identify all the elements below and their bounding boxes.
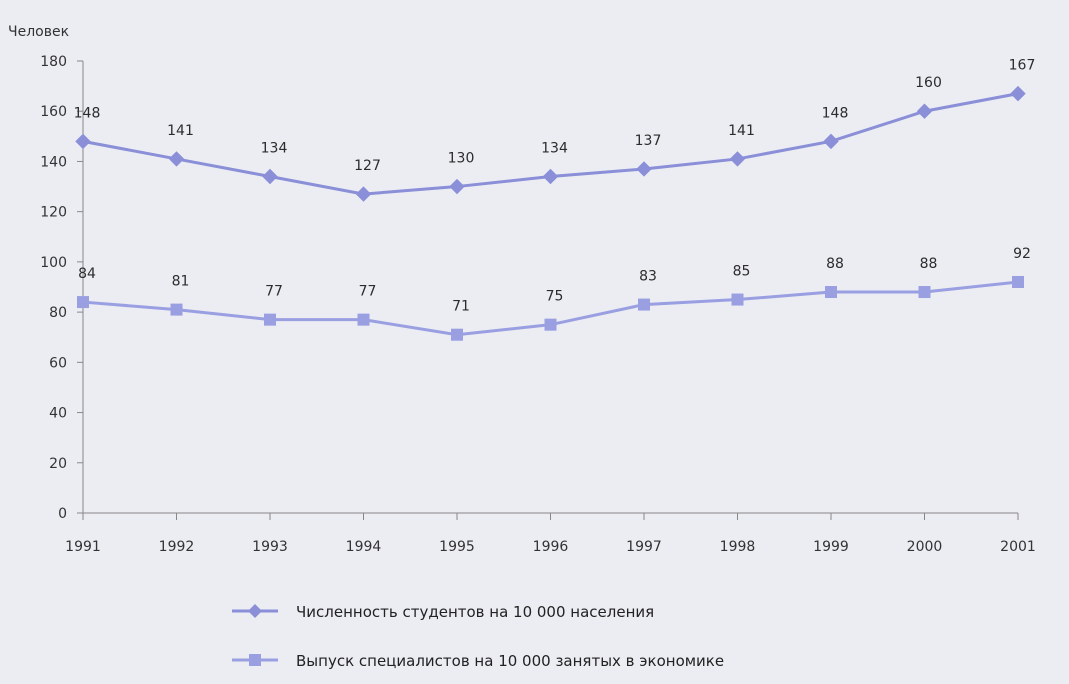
legend-label: Выпуск специалистов на 10 000 занятых в … — [296, 652, 724, 670]
data-point — [168, 151, 185, 167]
data-label: 167 — [1009, 58, 1036, 74]
data-label: 127 — [354, 158, 381, 174]
data-label: 134 — [261, 141, 288, 157]
x-tick-label: 1998 — [720, 539, 756, 555]
x-tick-label: 2000 — [907, 539, 943, 555]
y-tick-label: 120 — [40, 205, 67, 221]
data-label: 88 — [920, 256, 938, 272]
data-label: 83 — [639, 269, 657, 285]
data-label: 85 — [733, 264, 751, 280]
y-tick-label: 40 — [49, 406, 67, 422]
data-label: 92 — [1013, 246, 1031, 262]
data-point — [449, 178, 465, 195]
data-label: 81 — [172, 274, 190, 290]
data-point — [1010, 85, 1026, 102]
x-tick-label: 1991 — [65, 539, 101, 555]
data-point — [823, 133, 839, 150]
y-tick-label: 100 — [40, 255, 67, 271]
data-point — [636, 161, 652, 177]
data-point — [170, 303, 183, 316]
x-tick-label: 1994 — [346, 539, 382, 555]
data-label: 134 — [541, 141, 568, 157]
y-tick-label: 80 — [49, 305, 67, 321]
data-point — [77, 296, 89, 309]
y-tick-label: 20 — [49, 456, 67, 472]
legend-item-2: Выпуск специалистов на 10 000 занятых в … — [232, 652, 724, 670]
data-point — [731, 293, 744, 306]
series-2: 84 81 77 77 71 75 83 85 88 88 92 — [77, 246, 1031, 341]
x-tick-label: 1999 — [813, 539, 849, 555]
y-tick-label: 60 — [49, 355, 67, 371]
data-label: 148 — [74, 105, 101, 121]
data-point — [918, 286, 931, 299]
data-point — [451, 328, 463, 341]
data-label: 71 — [452, 299, 470, 315]
x-tick-label: 2001 — [1000, 539, 1036, 555]
data-point — [916, 103, 933, 119]
series-layer: 148 141 134 127 130 134 137 141 148 160 167 84 81 77 7… — [74, 58, 1036, 341]
y-axis-title: Человек — [8, 24, 69, 40]
data-point — [638, 298, 650, 311]
data-label: 141 — [728, 123, 755, 139]
x-tick-label: 1996 — [533, 539, 569, 555]
data-label: 77 — [265, 284, 283, 300]
data-label: 148 — [822, 105, 849, 121]
x-tick-label: 1995 — [439, 539, 475, 555]
data-point — [544, 318, 557, 331]
data-point — [264, 313, 276, 326]
data-label: 84 — [78, 266, 96, 282]
data-label: 75 — [546, 289, 564, 305]
data-label: 130 — [448, 151, 475, 167]
legend: Численность студентов на 10 000 населени… — [232, 603, 724, 670]
data-point — [542, 168, 559, 185]
legend-label: Численность студентов на 10 000 населени… — [296, 603, 654, 621]
legend-item-1: Численность студентов на 10 000 населени… — [232, 603, 654, 621]
series-1: 148 141 134 127 130 134 137 141 148 160 167 — [74, 58, 1036, 202]
data-point — [1012, 275, 1024, 288]
data-point — [75, 133, 91, 150]
y-tick-label: 160 — [40, 104, 67, 120]
axes: 0 20 40 60 80 100 120 140 160 180 1991 1992 1993 1994… — [40, 54, 1036, 555]
data-point — [729, 151, 746, 167]
y-tick-label: 0 — [58, 506, 67, 522]
data-point — [825, 286, 837, 299]
y-tick-label: 180 — [40, 54, 67, 70]
data-point — [262, 168, 278, 185]
y-tick-label: 140 — [40, 154, 67, 170]
x-tick-label: 1997 — [626, 539, 662, 555]
legend-marker — [248, 604, 262, 618]
data-label: 77 — [359, 284, 377, 300]
data-label: 141 — [167, 123, 194, 139]
data-point — [355, 186, 372, 202]
x-tick-label: 1993 — [252, 539, 288, 555]
data-label: 88 — [826, 256, 844, 272]
x-tick-label: 1992 — [159, 539, 195, 555]
legend-marker — [249, 654, 261, 666]
data-point — [357, 313, 370, 326]
data-label: 137 — [635, 133, 662, 149]
data-label: 160 — [915, 75, 942, 91]
